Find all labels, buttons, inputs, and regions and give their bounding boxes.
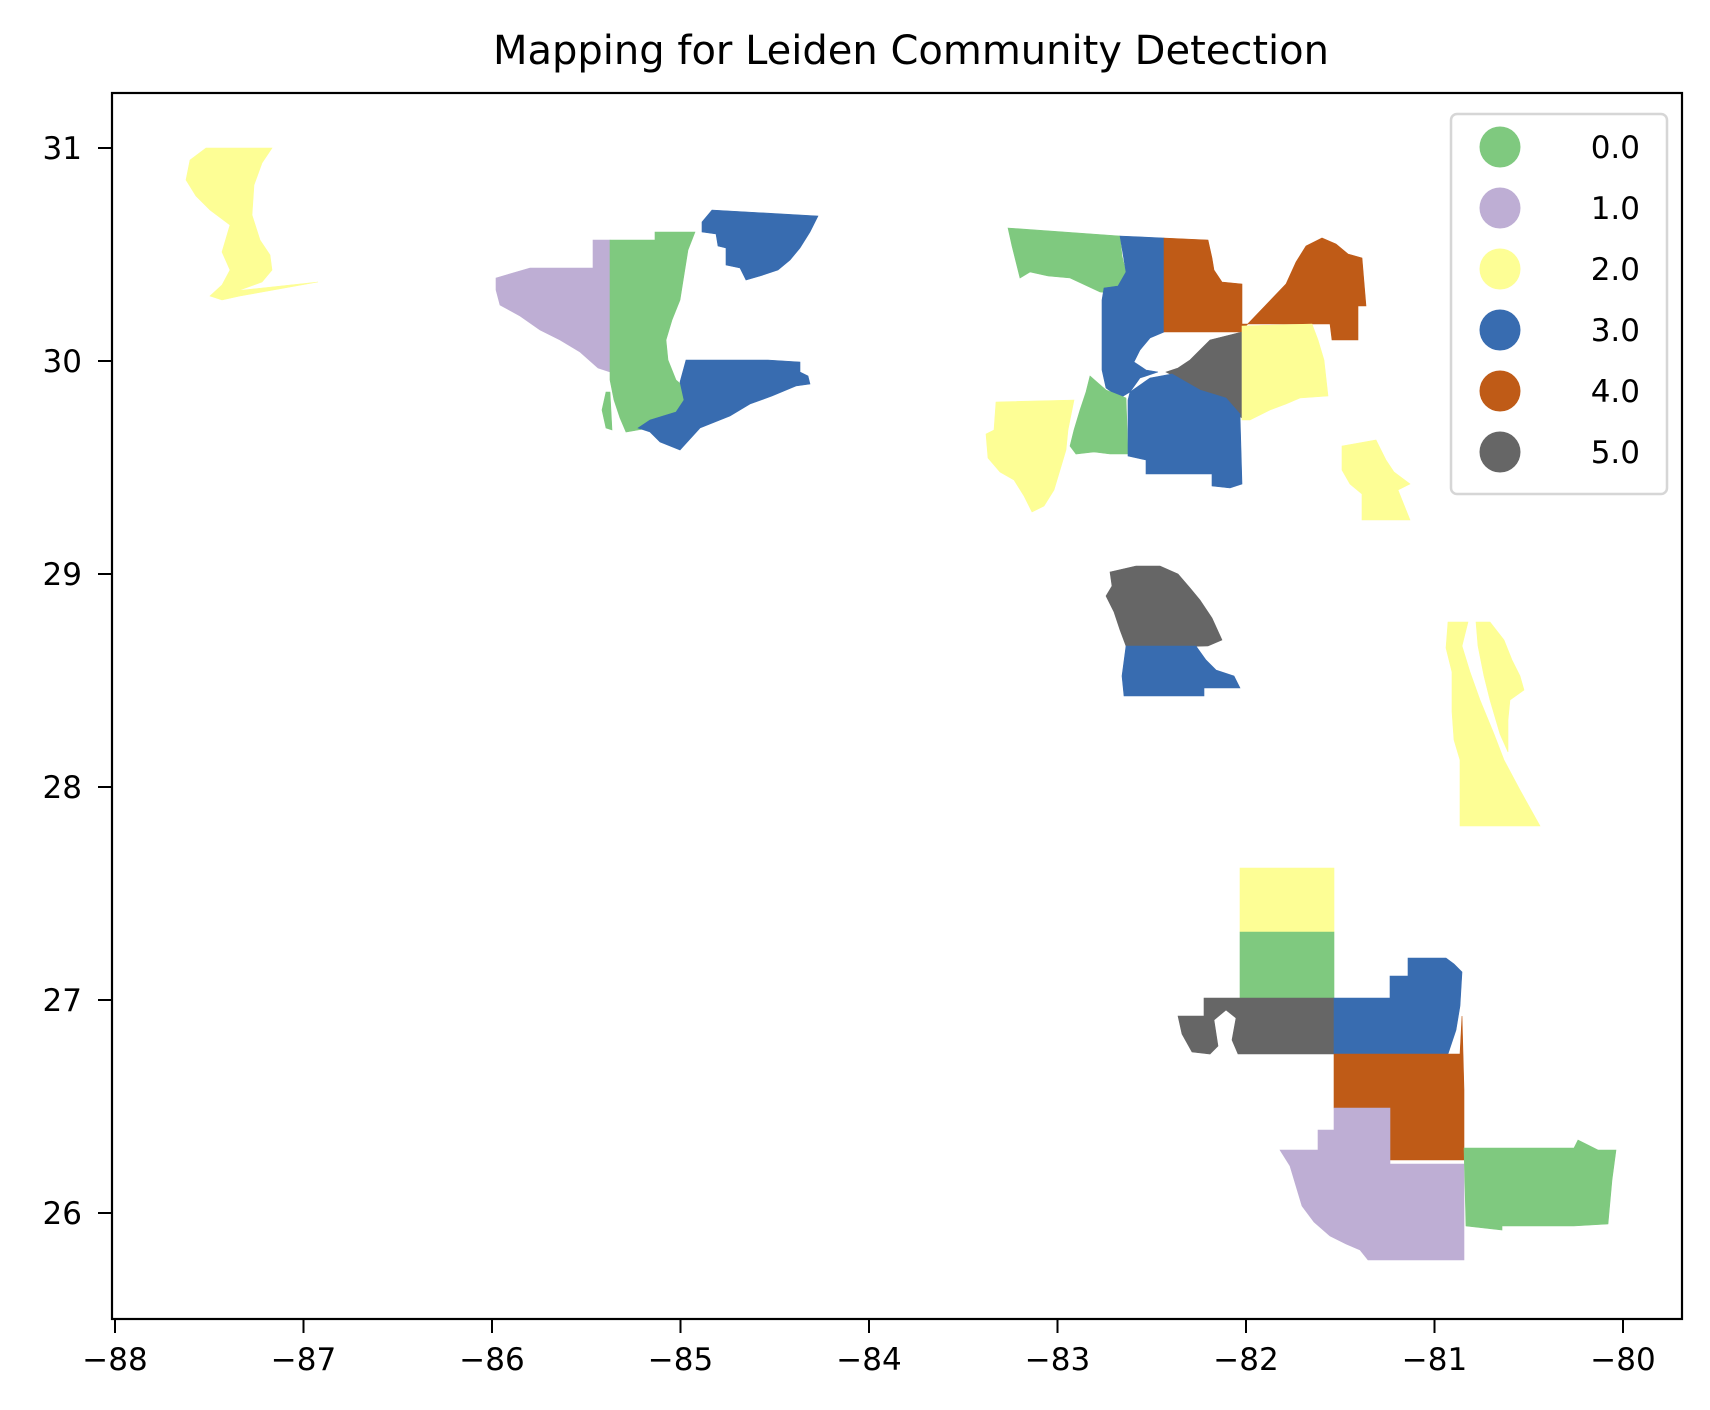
y-tick-label: 29: [43, 557, 82, 593]
legend-label: 1.0: [1591, 191, 1640, 227]
chart-title: Mapping for Leiden Community Detection: [493, 28, 1329, 74]
legend-label: 3.0: [1591, 313, 1640, 349]
axes-frame: [110, 91, 1684, 1321]
community-5-region: [1177, 997, 1335, 1055]
community-0-region: [1463, 1139, 1617, 1231]
x-tick-label: −84: [836, 1342, 901, 1378]
legend-label: 5.0: [1591, 435, 1640, 471]
y-tick-label: 31: [43, 131, 82, 167]
community-4-region: [1241, 237, 1367, 341]
community-4-region: [1163, 237, 1243, 333]
legend-label: 4.0: [1591, 374, 1640, 410]
y-axis-ticks: 26 27 28 29 30 31: [43, 131, 112, 1232]
community-1-region: [495, 239, 611, 373]
legend: 0.0 1.0 2.0 3.0 4.0 5.0: [1449, 112, 1669, 496]
x-tick-label: −80: [1590, 1342, 1655, 1378]
legend-entries: 0.0 1.0 2.0 3.0 4.0 5.0: [1479, 126, 1640, 473]
x-tick-label: −88: [82, 1342, 147, 1378]
legend-marker-icon: [1479, 370, 1521, 412]
community-0-region: [1007, 227, 1129, 295]
community-0-region: [1069, 375, 1129, 455]
legend-marker-icon: [1479, 309, 1521, 351]
y-tick-label: 30: [43, 344, 82, 380]
community-0-region: [1239, 931, 1335, 999]
community-3-region: [701, 209, 819, 281]
community-3-region: [1127, 373, 1243, 489]
community-3-region: [637, 359, 811, 451]
community-2-region: [1239, 867, 1335, 933]
community-2-region: [1341, 439, 1411, 521]
x-tick-label: −81: [1402, 1342, 1467, 1378]
x-axis-ticks: −88 −87 −86 −85 −84 −83 −82 −81 −80: [82, 1319, 1656, 1378]
y-tick-label: 27: [43, 983, 82, 1019]
legend-marker-icon: [1479, 126, 1521, 168]
community-2-region: [1445, 621, 1541, 827]
y-tick-label: 28: [43, 770, 82, 806]
map-regions: [185, 147, 1617, 1261]
community-2-region: [1475, 621, 1525, 753]
legend-marker-icon: [1479, 248, 1521, 290]
y-tick-label: 26: [43, 1196, 82, 1232]
community-2-region: [1241, 323, 1329, 421]
community-3-region: [1121, 645, 1241, 697]
x-tick-label: −85: [648, 1342, 713, 1378]
x-tick-label: −87: [271, 1342, 336, 1378]
legend-marker-icon: [1479, 431, 1521, 473]
community-3-region: [1101, 235, 1165, 399]
legend-marker-icon: [1479, 187, 1521, 229]
community-5-region: [1105, 565, 1223, 649]
community-1-region: [1279, 1107, 1465, 1261]
community-0-region: [601, 391, 613, 431]
community-2-region: [185, 147, 319, 301]
x-tick-label: −83: [1025, 1342, 1090, 1378]
legend-label: 2.0: [1591, 252, 1640, 288]
x-tick-label: −86: [459, 1342, 524, 1378]
community-2-region: [985, 399, 1075, 513]
x-tick-label: −82: [1213, 1342, 1278, 1378]
community-0-region: [609, 231, 696, 433]
legend-label: 0.0: [1591, 130, 1640, 166]
